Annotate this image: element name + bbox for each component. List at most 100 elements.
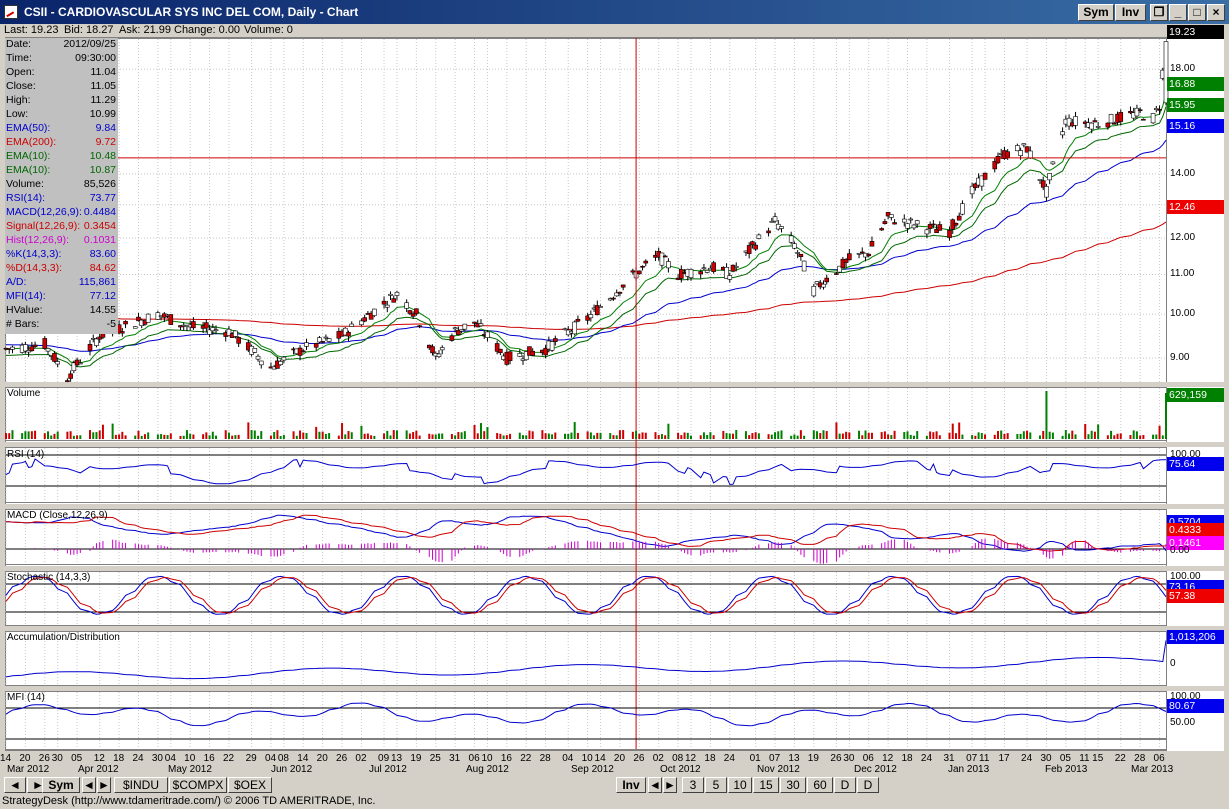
candle-body bbox=[342, 327, 348, 336]
candle-body bbox=[1073, 116, 1078, 126]
volume-bar bbox=[767, 434, 770, 439]
interval-tab-daily[interactable]: D bbox=[834, 777, 856, 793]
inv-button[interactable]: Inv bbox=[1115, 4, 1146, 21]
chart-canvas[interactable] bbox=[0, 0, 1229, 776]
price-tag: 15.95 bbox=[1167, 98, 1224, 112]
minimize-button[interactable]: _ bbox=[1169, 4, 1187, 21]
volume-bar bbox=[299, 430, 302, 439]
candle-body bbox=[530, 350, 535, 356]
data-window-row: Date: 2012/09/25 bbox=[5, 38, 118, 52]
x-axis-day-label: 30 bbox=[151, 753, 163, 764]
candle-body bbox=[210, 327, 216, 332]
candle-body bbox=[882, 221, 888, 224]
prev-symbol-button[interactable]: ◄ bbox=[82, 777, 96, 793]
volume-bar bbox=[657, 435, 660, 439]
volume-bar bbox=[370, 435, 373, 439]
stochastic-panel-title: Stochastic (14,3,3) bbox=[7, 572, 91, 583]
maximize-button[interactable]: □ bbox=[1188, 4, 1206, 21]
title-bar[interactable]: CSII - CARDIOVASCULAR SYS INC DEL COM, D… bbox=[0, 0, 1229, 24]
close-button[interactable]: × bbox=[1207, 4, 1225, 21]
rsi-line bbox=[5, 458, 1167, 485]
interval-tab-15[interactable]: 15 bbox=[753, 777, 779, 793]
macd-panel-frame bbox=[5, 509, 1167, 565]
candle-body bbox=[1118, 112, 1124, 122]
scroll-left-button[interactable]: ◄ bbox=[4, 777, 26, 793]
volume-bar bbox=[567, 433, 570, 439]
candle-body bbox=[908, 218, 914, 221]
candle-body bbox=[927, 224, 933, 229]
sym-button[interactable]: Sym bbox=[1078, 4, 1114, 21]
candle-body bbox=[892, 222, 897, 225]
candle-body bbox=[859, 251, 865, 254]
inv-tab[interactable]: Inv bbox=[616, 777, 646, 793]
data-window-value: 83.60 bbox=[89, 248, 116, 260]
x-axis-day-label: 11 bbox=[1079, 753, 1090, 764]
x-axis-day-label: 20 bbox=[316, 753, 328, 764]
sym-tab[interactable]: Sym bbox=[42, 777, 80, 793]
candle-body bbox=[55, 361, 60, 365]
volume-bar bbox=[1132, 430, 1135, 439]
prev-interval-button[interactable]: ◄ bbox=[648, 777, 662, 793]
candle-body bbox=[821, 283, 826, 288]
price-tag: 12.46 bbox=[1167, 200, 1224, 214]
candle-body bbox=[753, 244, 758, 250]
candle-body bbox=[840, 258, 846, 269]
volume-bar bbox=[1026, 430, 1029, 439]
volume-bar bbox=[961, 434, 964, 439]
price-tag: 15.16 bbox=[1167, 119, 1224, 133]
volume-bar bbox=[408, 433, 411, 439]
x-axis-day-label: 30 bbox=[843, 753, 855, 764]
candle-body bbox=[323, 336, 329, 339]
mfi-panel-frame bbox=[5, 691, 1167, 750]
rsi-panel-title: RSI (14) bbox=[7, 449, 45, 460]
next-symbol-button[interactable]: ► bbox=[97, 777, 111, 793]
volume-bar bbox=[887, 434, 890, 439]
interval-tab-3[interactable]: 3 bbox=[682, 777, 704, 793]
candle-body bbox=[727, 275, 733, 280]
x-axis-day-label: 08 bbox=[672, 753, 684, 764]
candle-body bbox=[572, 321, 577, 335]
candle-body bbox=[837, 265, 842, 273]
status-bar: StrategyDesk (http://www.tdameritrade.co… bbox=[0, 795, 1229, 809]
volume-bar bbox=[460, 432, 463, 439]
volume-bar bbox=[257, 435, 260, 439]
volume-bar bbox=[250, 430, 253, 439]
data-window-row: MFI(14): 77.12 bbox=[5, 290, 118, 304]
volume-bar bbox=[160, 434, 163, 439]
next-interval-button[interactable]: ► bbox=[663, 777, 677, 793]
volume-bar bbox=[405, 430, 408, 439]
rsi-tag: 75.64 bbox=[1167, 457, 1224, 471]
symbol-tab-oex[interactable]: $OEX bbox=[228, 777, 272, 793]
x-axis-day-label: 14 bbox=[297, 753, 309, 764]
interval-tab-30[interactable]: 30 bbox=[780, 777, 806, 793]
mfi-mid-label: 50.00 bbox=[1170, 717, 1196, 728]
restore-icon[interactable]: ❐ bbox=[1150, 4, 1168, 21]
volume-bar bbox=[79, 435, 82, 439]
candle-body bbox=[213, 329, 219, 332]
interval-tab-10[interactable]: 10 bbox=[728, 777, 752, 793]
volume-bar bbox=[757, 433, 760, 439]
symbol-tab-compx[interactable]: $COMPX bbox=[169, 777, 227, 793]
candle-body bbox=[507, 351, 513, 361]
stoch-k-line bbox=[5, 575, 1167, 615]
volume-bar bbox=[185, 430, 188, 439]
ad-line bbox=[5, 640, 1167, 680]
candle-body bbox=[1047, 173, 1052, 181]
interval-tab-60[interactable]: 60 bbox=[807, 777, 833, 793]
data-window-row: %D(14,3,3): 84.62 bbox=[5, 262, 118, 276]
candle-body bbox=[23, 344, 28, 352]
data-window-row: Volume: 85,526 bbox=[5, 178, 118, 192]
candle-body bbox=[772, 216, 778, 222]
x-axis-day-label: 13 bbox=[788, 753, 800, 764]
interval-tab-daily-2[interactable]: D bbox=[857, 777, 879, 793]
data-window-value: 115,861 bbox=[78, 276, 116, 288]
data-window-row: A/D: 115,861 bbox=[5, 276, 118, 290]
symbol-tab-indu[interactable]: $INDU bbox=[114, 777, 168, 793]
data-window-label: %K(14,3,3): bbox=[6, 248, 62, 260]
candle-body bbox=[911, 224, 917, 229]
interval-tab-5[interactable]: 5 bbox=[705, 777, 727, 793]
candle-body bbox=[1089, 122, 1094, 130]
candle-body bbox=[704, 270, 710, 273]
volume-bar bbox=[841, 433, 844, 439]
candle-body bbox=[74, 359, 80, 366]
